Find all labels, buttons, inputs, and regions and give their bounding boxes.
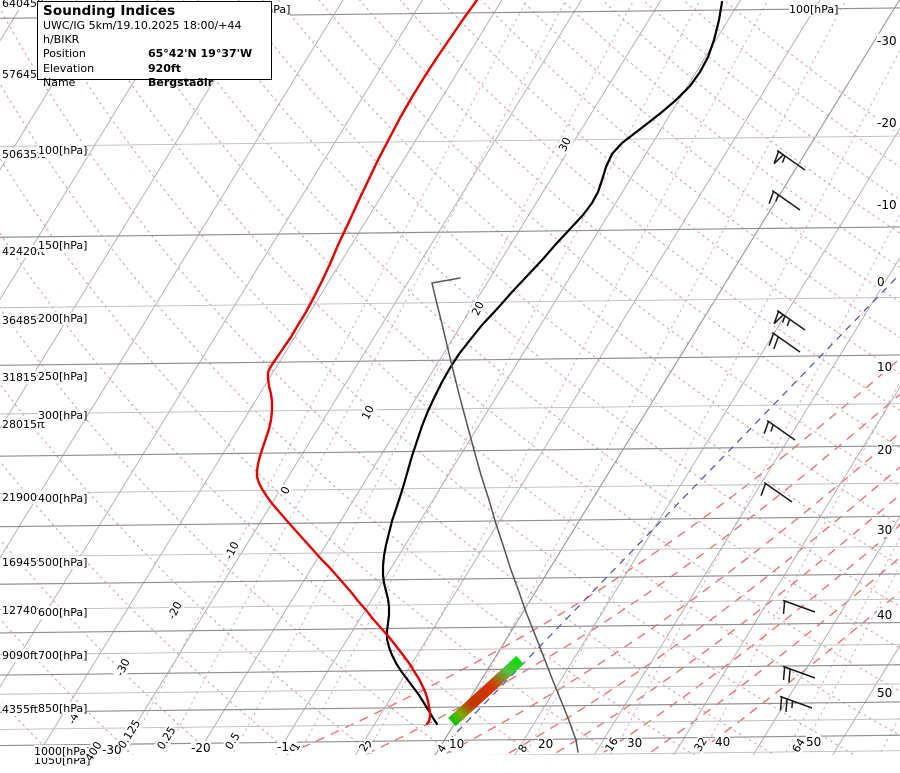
temperature-tick-bottom: -30 [102,743,122,757]
altitude-label: 64045ft [2,0,45,10]
pressure-label: 150[hPa] [38,239,88,252]
wind-barb [768,189,801,211]
pressure-label: 600[hPa] [38,606,88,619]
cape-energy-bar [448,655,524,727]
table-row: Name Bergstaðir [43,76,267,91]
altitude-label: 50635ft [2,148,45,161]
pressure-label: 850[hPa] [38,702,88,715]
temperature-tick-right: -10 [877,198,897,212]
altitude-label: 9090ft [2,649,38,662]
wind-barb [779,695,813,712]
temperature-tick-right: 10 [877,360,893,374]
mixing-ratio-lines [126,0,900,753]
temperature-tick-right: -20 [877,116,897,130]
wind-barb [773,149,806,171]
altitude-label: 21900ft [2,491,45,504]
wind-barb [763,419,796,441]
pressure-label: 250[hPa] [38,370,88,383]
wind-barb [773,309,806,331]
pressure-label: 400[hPa] [38,492,88,505]
temperature-tick-right: -30 [877,34,897,48]
pressure-label: 100[hPa] [38,144,88,157]
pressure-label: 1000[hPa] [34,745,91,758]
wind-barb [768,331,801,353]
series-parcel-ascent [431,282,579,753]
altitude-label: 28015ft [2,418,45,431]
temperature-tick-right: 40 [877,608,893,622]
temperature-tick-right: 0 [877,275,885,289]
altitude-label: 42420ft [2,245,45,258]
table-row: Elevation 920ft [43,62,267,77]
temperature-tick-bottom: 30 [627,736,643,750]
row-key-elevation: Elevation [43,61,95,75]
freezing-level-line [434,273,900,755]
row-value-position: 65°42'N 19°37'W [148,47,253,60]
altitude-label: 36485ft [2,314,45,327]
altitude-label: 16945ft [2,556,45,569]
temperature-tick-bottom: 40 [715,735,731,749]
pressure-label: 300[hPa] [38,409,88,422]
panel-table: Position 65°42'N 19°37'W Elevation 920ft… [43,47,267,91]
temperature-tick-right: 20 [877,443,893,457]
series-dewpoint [255,0,479,726]
pressure-label: 200[hPa] [38,312,88,325]
sounding-indices-panel: Sounding Indices UWC/IG 5km/19.10.2025 1… [37,1,272,89]
row-key-position: Position [43,47,86,60]
series-temperature [381,0,724,726]
temperature-tick-right: 30 [877,523,893,537]
pressure-label-top-right: 100[hPa] [789,3,839,16]
wind-barbs-group [760,149,816,712]
panel-title: Sounding Indices [43,3,176,19]
row-key-name: Name [43,76,76,89]
table-row: Position 65°42'N 19°37'W [43,47,267,62]
altitude-label: 4355ft [2,703,38,716]
pressure-label: 500[hPa] [38,556,88,569]
series-parcel-cap [431,277,461,284]
temperature-tick-bottom: 50 [806,735,822,749]
temperature-tick-right: 50 [877,686,893,700]
pressure-label: 700[hPa] [38,649,88,662]
wind-barb [782,665,816,682]
altitude-label: 57645ft [2,68,45,81]
wind-barb [782,599,816,614]
panel-subtitle: UWC/IG 5km/19.10.2025 18:00/+44 h/BIKR [43,19,242,46]
altitude-label: 12740ft [2,604,45,617]
temperature-tick-bottom: 10 [449,737,465,751]
row-value-elevation: 920ft [148,61,182,75]
row-value-name: Bergstaðir [148,76,214,89]
altitude-label: 31815ft [2,371,45,384]
temperature-tick-bottom: 20 [538,737,554,751]
wind-barb [760,481,793,503]
temperature-tick-bottom: -20 [191,741,211,755]
